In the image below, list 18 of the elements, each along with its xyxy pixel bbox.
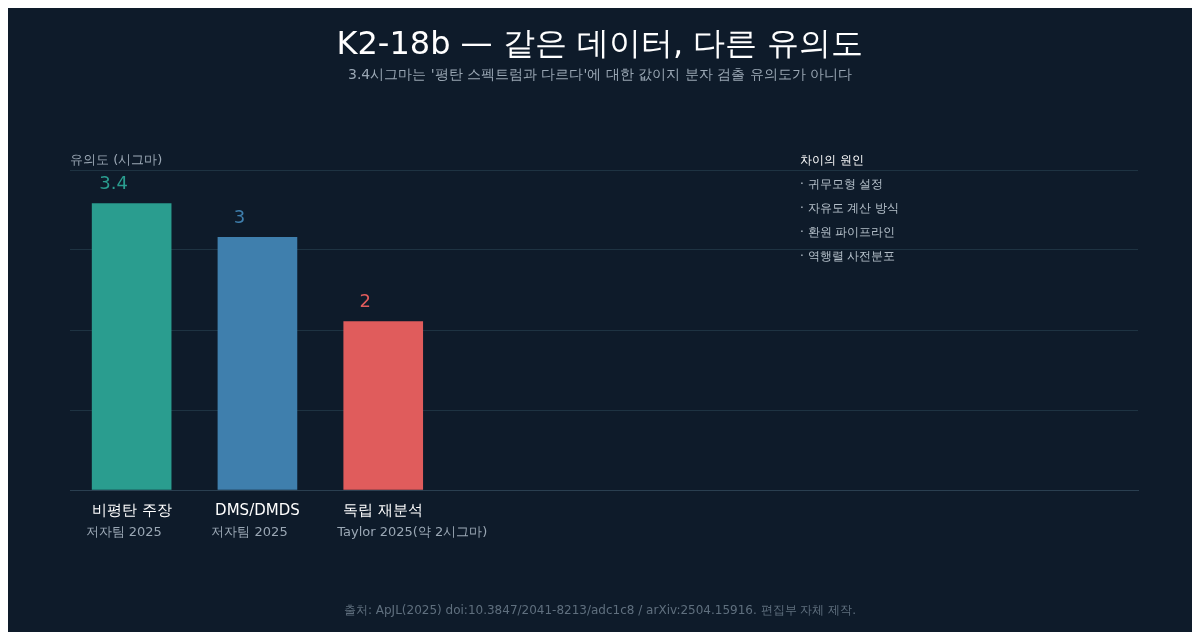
y-axis-title: 유의도 (시그마)	[70, 151, 163, 169]
data-label: 2	[359, 290, 371, 312]
text: · 자유도 계산 방식	[800, 200, 900, 217]
text: · 환원 파이프라인	[800, 224, 897, 241]
x-tick-label: DMS/DMDS	[215, 500, 300, 519]
data-label: 3	[233, 206, 246, 228]
text: K2-18b — 같은 데이터, 다른 유의도	[335, 23, 865, 64]
text: 3.4시그마는 '평탄 스펙트럼과 다르다'에 대한 값이지 분자 검출 유의도가 아니다	[347, 66, 853, 84]
text: 저자팀 2025	[85, 523, 162, 539]
text: Taylor 2025(약 2시그마)	[336, 523, 488, 539]
text: · 귀무모형 설정	[800, 176, 885, 193]
text: 저자팀 2025	[211, 523, 288, 539]
x-tick-label: 비평탄 주장	[91, 500, 172, 519]
text: 차이의 원인	[800, 152, 865, 169]
x-tick-label: 독립 재분석	[343, 500, 424, 519]
source-note: 출처: ApJL(2025) doi:10.3847/2041-8213/adc1c8 / arXiv:2504.15916. 편집부 자체 제작.	[342, 602, 858, 619]
text: · 역행렬 사전분포	[800, 248, 897, 265]
data-label: 3.4	[99, 172, 128, 194]
